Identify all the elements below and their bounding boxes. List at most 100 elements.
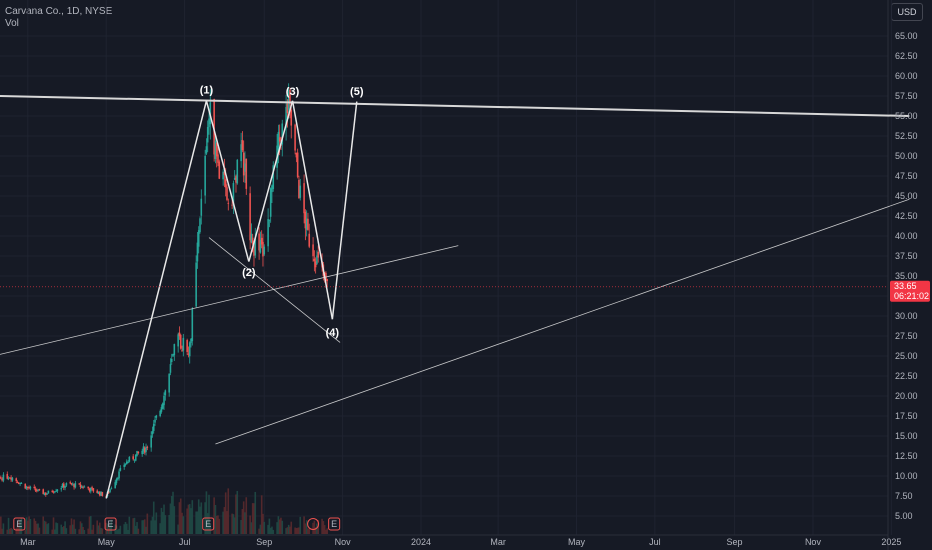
volume-bar (51, 529, 54, 534)
volume-bar (313, 520, 316, 534)
y-tick-label: 65.00 (895, 31, 918, 41)
candle-body (281, 123, 284, 145)
volume-bar (287, 524, 290, 534)
candle-body (227, 202, 230, 204)
volume-bar (69, 525, 72, 534)
volume-label[interactable]: Vol (5, 18, 19, 29)
volume-bar (168, 515, 170, 534)
candle-body (317, 251, 320, 258)
volume-bar (179, 498, 182, 534)
candle-body (196, 242, 199, 262)
grid (0, 0, 892, 550)
volume-bar (289, 526, 291, 534)
candle-body (250, 233, 253, 243)
volume-bar (250, 522, 253, 534)
candle-body (260, 237, 263, 245)
volume-bar (151, 516, 154, 534)
candle-body (253, 243, 255, 256)
volume-bar (115, 525, 118, 534)
candle-body (10, 477, 12, 480)
candle-body (187, 353, 190, 355)
volume-bar (29, 518, 32, 534)
volume-bar (241, 509, 244, 534)
y-tick-label: 47.50 (895, 171, 918, 181)
candle-body (298, 179, 300, 199)
candle-body (133, 459, 136, 461)
volume-bar (52, 517, 55, 534)
volume-bar (240, 519, 242, 534)
volume-bar (7, 517, 10, 534)
price-axis[interactable]: 5.00 7.50 10.00 12.50 15.00 17.50 20.00 22.50 25… (895, 31, 918, 521)
volume-bar (96, 520, 99, 534)
candle-body (164, 390, 167, 396)
candle-body (305, 218, 308, 230)
volume-bar (227, 488, 230, 534)
volume-bar (298, 527, 300, 534)
volume-bar (128, 516, 131, 534)
volume-bar (137, 528, 140, 534)
y-tick-label: 10.00 (895, 471, 918, 481)
x-tick-label: 2024 (411, 537, 431, 547)
candle-body (70, 483, 73, 485)
candle-body (172, 353, 174, 357)
candle-body (159, 410, 161, 416)
volume-bar (38, 527, 41, 534)
wave-label: (4) (326, 327, 340, 339)
volume-bar (278, 519, 281, 534)
candle-body (82, 486, 84, 488)
candle-body (143, 447, 146, 453)
volume-bar (304, 523, 307, 534)
volume-bar (276, 522, 278, 534)
volume-bar (74, 528, 77, 534)
volume-bar (224, 492, 227, 534)
earnings-marker-label: E (331, 519, 337, 529)
volume-bar (98, 522, 101, 534)
candle-body (177, 334, 179, 347)
candle-body (150, 435, 152, 448)
volume-bar (182, 516, 185, 534)
candle-body (262, 241, 264, 257)
volume-bar (290, 521, 293, 534)
candle-body (314, 261, 317, 268)
candle-body (285, 107, 287, 129)
candle-body (163, 395, 165, 406)
candle-body (241, 140, 244, 151)
volume-bar (295, 527, 298, 534)
candle-body (98, 492, 101, 496)
candle-body (132, 456, 134, 460)
volume-bar (242, 501, 245, 534)
candle-body (34, 488, 37, 491)
candle-body (161, 403, 164, 409)
volume-bar (258, 528, 260, 534)
volume-bar (186, 508, 188, 534)
candle-body (125, 461, 128, 465)
y-tick-label: 20.00 (895, 391, 918, 401)
candle-body (107, 491, 110, 493)
y-tick-label: 27.50 (895, 331, 918, 341)
volume-bar (47, 523, 50, 534)
volume-bar (91, 529, 93, 534)
y-tick-label: 45.00 (895, 191, 918, 201)
drawings[interactable]: (1) (2) (3) (4) (5) (0, 84, 910, 499)
time-axis[interactable]: Mar May Jul Sep Nov 2024 Mar May Jul Sep Nov 2025 (20, 537, 901, 547)
candle-body (79, 484, 82, 488)
candle-body (38, 489, 41, 491)
candle-body (223, 171, 226, 176)
candle-body (178, 332, 181, 337)
volume-bar (145, 526, 147, 534)
candle-body (197, 230, 200, 247)
candle-body (7, 478, 10, 480)
volume-bar (56, 523, 59, 534)
volume-bar (37, 523, 39, 534)
volume-bar (254, 491, 257, 534)
volume-bar (245, 497, 248, 534)
y-tick-label: 15.00 (895, 431, 918, 441)
volume-bar (19, 519, 21, 534)
volume-bar (173, 506, 176, 534)
volume-bar (206, 513, 209, 534)
candle-body (277, 131, 280, 150)
symbol-title[interactable]: Carvana Co., 1D, NYSE (5, 6, 113, 17)
candle-body (205, 146, 208, 154)
